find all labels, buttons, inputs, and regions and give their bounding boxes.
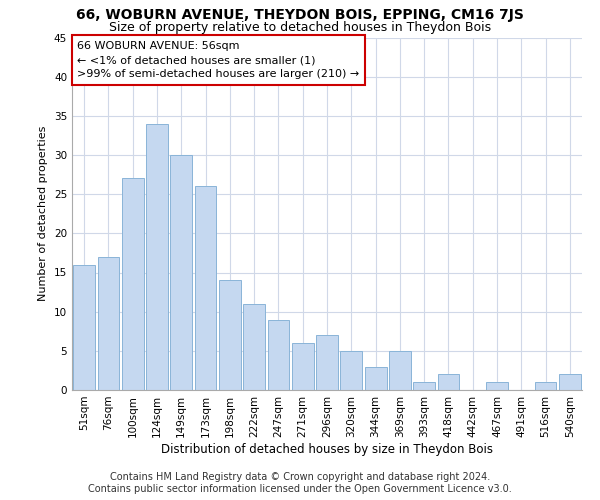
Bar: [194, 186, 217, 390]
Bar: [170, 155, 192, 390]
Bar: [559, 374, 581, 390]
Text: 66, WOBURN AVENUE, THEYDON BOIS, EPPING, CM16 7JS: 66, WOBURN AVENUE, THEYDON BOIS, EPPING,…: [76, 8, 524, 22]
Text: Contains HM Land Registry data © Crown copyright and database right 2024.
Contai: Contains HM Land Registry data © Crown c…: [88, 472, 512, 494]
Bar: [146, 124, 168, 390]
Bar: [365, 366, 386, 390]
Bar: [73, 264, 95, 390]
Bar: [122, 178, 143, 390]
Text: 66 WOBURN AVENUE: 56sqm
← <1% of detached houses are smaller (1)
>99% of semi-de: 66 WOBURN AVENUE: 56sqm ← <1% of detache…: [77, 41, 359, 79]
Bar: [97, 257, 119, 390]
Bar: [316, 335, 338, 390]
Bar: [389, 351, 411, 390]
X-axis label: Distribution of detached houses by size in Theydon Bois: Distribution of detached houses by size …: [161, 442, 493, 456]
Bar: [535, 382, 556, 390]
Bar: [437, 374, 460, 390]
Y-axis label: Number of detached properties: Number of detached properties: [38, 126, 49, 302]
Bar: [486, 382, 508, 390]
Text: Size of property relative to detached houses in Theydon Bois: Size of property relative to detached ho…: [109, 21, 491, 34]
Bar: [268, 320, 289, 390]
Bar: [340, 351, 362, 390]
Bar: [243, 304, 265, 390]
Bar: [292, 343, 314, 390]
Bar: [413, 382, 435, 390]
Bar: [219, 280, 241, 390]
